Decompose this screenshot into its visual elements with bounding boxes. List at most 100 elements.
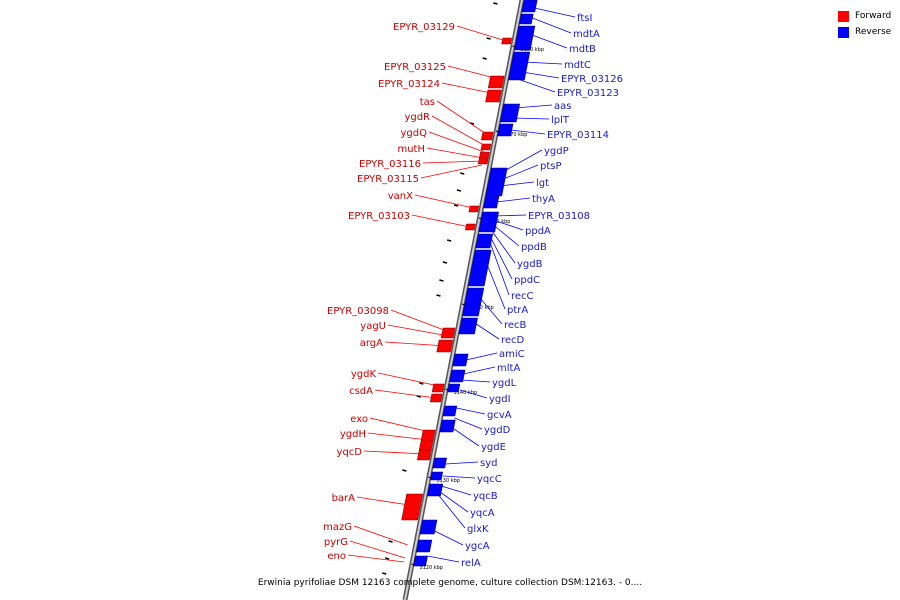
reverse-gene-label: lplT bbox=[551, 115, 570, 126]
position-tick bbox=[482, 57, 487, 60]
reverse-leader-35 bbox=[427, 555, 460, 563]
reverse-leader-13 bbox=[493, 214, 527, 217]
forward-leader-10 bbox=[411, 214, 470, 228]
reverse-leader-8 bbox=[510, 129, 546, 135]
reverse-gene-label: EPYR_03126 bbox=[561, 74, 623, 85]
reverse-leader-19 bbox=[484, 259, 506, 310]
forward-leader-6 bbox=[426, 147, 484, 159]
legend-reverse-swatch bbox=[838, 26, 849, 38]
reverse-leader-34 bbox=[432, 529, 464, 546]
forward-gene-label: vanX bbox=[388, 191, 413, 202]
reverse-leader-33 bbox=[438, 495, 466, 529]
forward-gene-0 bbox=[501, 37, 512, 45]
reverse-gene-label: ygdL bbox=[492, 378, 517, 389]
position-tick bbox=[402, 469, 407, 472]
reverse-gene-label: amiC bbox=[499, 349, 525, 360]
reverse-gene-label: ygdP bbox=[544, 146, 569, 157]
reverse-gene-15 bbox=[447, 383, 461, 393]
reverse-gene-label: yqcB bbox=[473, 491, 498, 502]
forward-leader-4 bbox=[431, 115, 486, 147]
forward-gene-4 bbox=[480, 143, 492, 151]
forward-leader-15 bbox=[374, 389, 437, 399]
forward-gene-3 bbox=[480, 131, 494, 141]
forward-gene-label: ygdK bbox=[351, 369, 377, 380]
position-tick bbox=[486, 37, 491, 40]
reverse-gene-label: ygdI bbox=[489, 394, 511, 405]
position-tick bbox=[493, 2, 498, 5]
reverse-gene-label: EPYR_03108 bbox=[528, 211, 590, 222]
forward-leader-7 bbox=[422, 160, 483, 164]
forward-leader-21 bbox=[349, 540, 406, 559]
reverse-leader-17 bbox=[489, 235, 513, 280]
kbp-label: 3150 kbp bbox=[470, 305, 494, 311]
kbp-label: 3130 kbp bbox=[436, 478, 460, 484]
reverse-gene-label: gcvA bbox=[487, 410, 512, 421]
reverse-leader-9 bbox=[502, 149, 543, 173]
reverse-gene-label: EPYR_03114 bbox=[547, 130, 609, 141]
reverse-leader-28 bbox=[452, 427, 480, 447]
reverse-gene-22 bbox=[416, 539, 433, 553]
reverse-gene-label: glxK bbox=[467, 524, 489, 535]
forward-leader-14 bbox=[377, 372, 439, 387]
position-tick bbox=[439, 279, 444, 282]
reverse-gene-label: thyA bbox=[532, 194, 555, 205]
reverse-gene-label: yqcA bbox=[470, 508, 495, 519]
reverse-gene-label: ygdB bbox=[517, 259, 543, 270]
reverse-leader-15 bbox=[492, 223, 520, 247]
forward-gene-label: ygdH bbox=[340, 429, 366, 440]
reverse-gene-12 bbox=[458, 317, 478, 335]
forward-gene-label: yagU bbox=[360, 321, 386, 332]
forward-leader-11 bbox=[390, 309, 450, 333]
reverse-gene-8 bbox=[478, 211, 499, 233]
forward-gene-label: barA bbox=[332, 493, 356, 504]
reverse-gene-10 bbox=[467, 249, 492, 287]
legend-reverse-label: Reverse bbox=[855, 27, 892, 37]
reverse-leader-21 bbox=[472, 321, 500, 340]
reverse-leader-6 bbox=[514, 104, 553, 109]
position-tick bbox=[442, 261, 448, 264]
reverse-gene-label: lgt bbox=[536, 178, 549, 189]
forward-gene-label: ygdR bbox=[404, 112, 430, 123]
reverse-leader-18 bbox=[488, 239, 510, 296]
forward-gene-label: mutH bbox=[397, 144, 425, 155]
reverse-gene-label: ygcA bbox=[465, 541, 490, 552]
reverse-gene-label: ftsI bbox=[577, 13, 592, 24]
forward-leader-2 bbox=[441, 82, 496, 95]
forward-leader-22 bbox=[347, 554, 405, 563]
forward-leader-8 bbox=[420, 164, 482, 179]
position-tick bbox=[456, 189, 462, 192]
reverse-leader-25 bbox=[459, 389, 488, 399]
position-tick bbox=[436, 294, 441, 297]
forward-gene-label: EPYR_03103 bbox=[348, 211, 410, 222]
reverse-leader-10 bbox=[500, 164, 539, 181]
reverse-leader-26 bbox=[456, 407, 486, 415]
reverse-gene-14 bbox=[449, 369, 466, 383]
reverse-gene-6 bbox=[485, 167, 508, 197]
forward-leader-18 bbox=[363, 450, 426, 455]
forward-gene-5 bbox=[479, 151, 490, 159]
kbp-label: 3180 kbp bbox=[520, 47, 544, 53]
reverse-leader-7 bbox=[512, 117, 550, 120]
kbp-label: 3170 kbp bbox=[504, 132, 528, 138]
reverse-leader-22 bbox=[465, 352, 498, 361]
reverse-gene-label: recB bbox=[504, 320, 527, 331]
reverse-leader-11 bbox=[499, 181, 535, 187]
forward-gene-label: argA bbox=[360, 338, 383, 349]
forward-leader-9 bbox=[414, 194, 474, 209]
position-tick bbox=[388, 540, 393, 543]
forward-gene-label: EPYR_03125 bbox=[384, 62, 446, 73]
reverse-leader-5 bbox=[520, 79, 556, 93]
reverse-leader-31 bbox=[441, 485, 472, 496]
position-tick bbox=[416, 395, 421, 398]
reverse-gene-21 bbox=[419, 519, 438, 535]
genome-caption: Erwinia pyrifoliae DSM 12163 complete ge… bbox=[257, 578, 643, 588]
forward-gene-label: eno bbox=[327, 551, 346, 562]
reverse-leader-1 bbox=[532, 17, 572, 34]
forward-leader-13 bbox=[384, 341, 447, 347]
reverse-gene-20 bbox=[426, 483, 444, 497]
reverse-gene-16 bbox=[442, 405, 458, 417]
reverse-gene-11 bbox=[462, 287, 485, 317]
position-tick bbox=[453, 204, 459, 207]
forward-leader-5 bbox=[428, 131, 485, 153]
